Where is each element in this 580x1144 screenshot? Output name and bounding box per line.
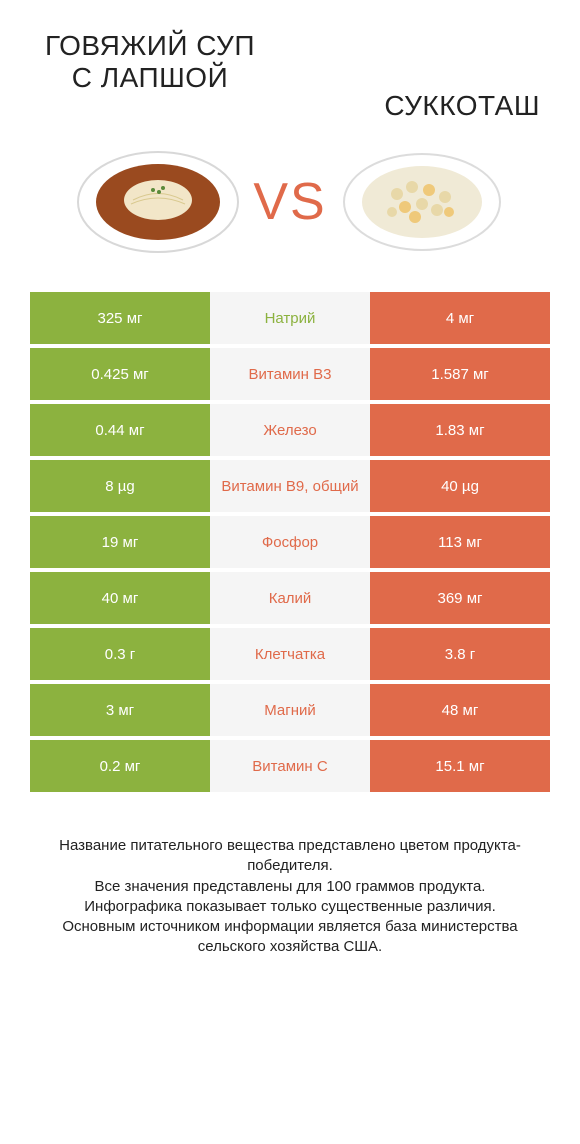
nutrient-label: Натрий [210, 292, 370, 344]
title-right: СУККОТАШ [320, 90, 540, 122]
value-right: 1.587 мг [370, 348, 550, 400]
table-row: 19 мгФосфор113 мг [30, 516, 550, 568]
value-right: 1.83 мг [370, 404, 550, 456]
title-left: ГОВЯЖИЙ СУП С ЛАПШОЙ [40, 30, 260, 94]
value-left: 40 мг [30, 572, 210, 624]
value-right: 48 мг [370, 684, 550, 736]
value-left: 8 µg [30, 460, 210, 512]
value-left: 0.2 мг [30, 740, 210, 792]
vs-row: VS [0, 132, 580, 292]
footer-line: Инфографика показывает только существенн… [30, 897, 550, 917]
value-left: 0.3 г [30, 628, 210, 680]
footer-line: Основным источником информации является … [30, 917, 550, 958]
value-left: 3 мг [30, 684, 210, 736]
table-row: 325 мгНатрий4 мг [30, 292, 550, 344]
nutrient-label: Железо [210, 404, 370, 456]
nutrient-label: Магний [210, 684, 370, 736]
nutrition-table: 325 мгНатрий4 мг0.425 мгВитамин B31.587 … [0, 292, 580, 792]
footer-line: Название питательного вещества представл… [30, 836, 550, 877]
footer-notes: Название питательного вещества представл… [0, 796, 580, 978]
header: ГОВЯЖИЙ СУП С ЛАПШОЙ СУККОТАШ [0, 0, 580, 132]
footer-line: Все значения представлены для 100 граммо… [30, 877, 550, 897]
nutrient-label: Витамин B3 [210, 348, 370, 400]
table-row: 0.44 мгЖелезо1.83 мг [30, 404, 550, 456]
value-left: 19 мг [30, 516, 210, 568]
table-row: 0.425 мгВитамин B31.587 мг [30, 348, 550, 400]
value-left: 0.425 мг [30, 348, 210, 400]
table-row: 0.2 мгВитамин C15.1 мг [30, 740, 550, 792]
value-right: 369 мг [370, 572, 550, 624]
value-left: 325 мг [30, 292, 210, 344]
value-right: 4 мг [370, 292, 550, 344]
table-row: 0.3 гКлетчатка3.8 г [30, 628, 550, 680]
table-row: 3 мгМагний48 мг [30, 684, 550, 736]
nutrient-label: Клетчатка [210, 628, 370, 680]
plate-left-icon [73, 142, 243, 262]
nutrient-label: Витамин B9, общий [210, 460, 370, 512]
plate-right-icon [337, 142, 507, 262]
vs-label: VS [253, 172, 326, 232]
table-row: 40 мгКалий369 мг [30, 572, 550, 624]
nutrient-label: Калий [210, 572, 370, 624]
nutrient-label: Витамин C [210, 740, 370, 792]
table-row: 8 µgВитамин B9, общий40 µg [30, 460, 550, 512]
nutrient-label: Фосфор [210, 516, 370, 568]
value-right: 113 мг [370, 516, 550, 568]
value-left: 0.44 мг [30, 404, 210, 456]
value-right: 15.1 мг [370, 740, 550, 792]
value-right: 40 µg [370, 460, 550, 512]
value-right: 3.8 г [370, 628, 550, 680]
